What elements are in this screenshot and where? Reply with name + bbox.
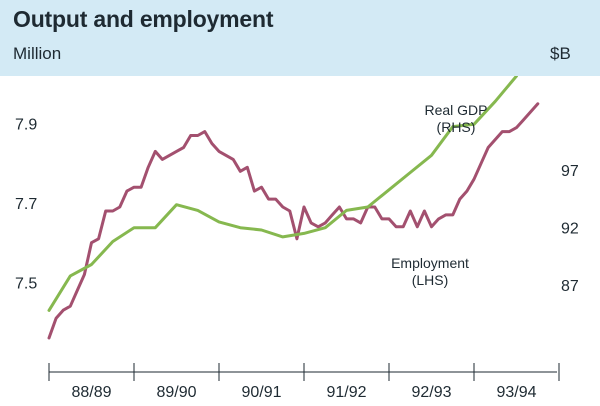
- x-tick-label: 89/90: [156, 384, 196, 401]
- left-tick-label: 7.5: [15, 275, 37, 292]
- left-axis-unit: Million: [13, 44, 62, 63]
- left-tick-label: 7.9: [15, 117, 37, 134]
- x-tick-label: 88/89: [71, 384, 111, 401]
- employment-line: [47, 102, 540, 340]
- real-gdp-line: [47, 74, 518, 312]
- employment-label-line1: Employment: [391, 255, 469, 271]
- real-gdp-label-line1: Real GDP: [424, 102, 487, 118]
- real-gdp-label-line2: (RHS): [437, 119, 476, 135]
- plot-area: 88/89 89/90 90/91 91/92 92/93 93/94 7.9 7.7 7.5 9…: [0, 74, 600, 401]
- x-tick-label: 91/92: [326, 384, 366, 401]
- chart-svg: 88/89 89/90 90/91 91/92 92/93 93/94 7.9 7.7 7.5 9…: [15, 74, 579, 401]
- right-tick-label: 87: [561, 278, 579, 295]
- right-tick-label: 92: [561, 221, 579, 238]
- x-tick-label: 90/91: [241, 384, 281, 401]
- left-tick-label: 7.7: [15, 196, 37, 213]
- x-tick-label: 92/93: [411, 384, 451, 401]
- right-tick-label: 97: [561, 163, 579, 180]
- right-axis-unit: $B: [550, 44, 571, 63]
- chart-title: Output and employment: [13, 6, 274, 32]
- x-tick-label: 93/94: [496, 384, 536, 401]
- employment-label-line2: (LHS): [412, 272, 449, 288]
